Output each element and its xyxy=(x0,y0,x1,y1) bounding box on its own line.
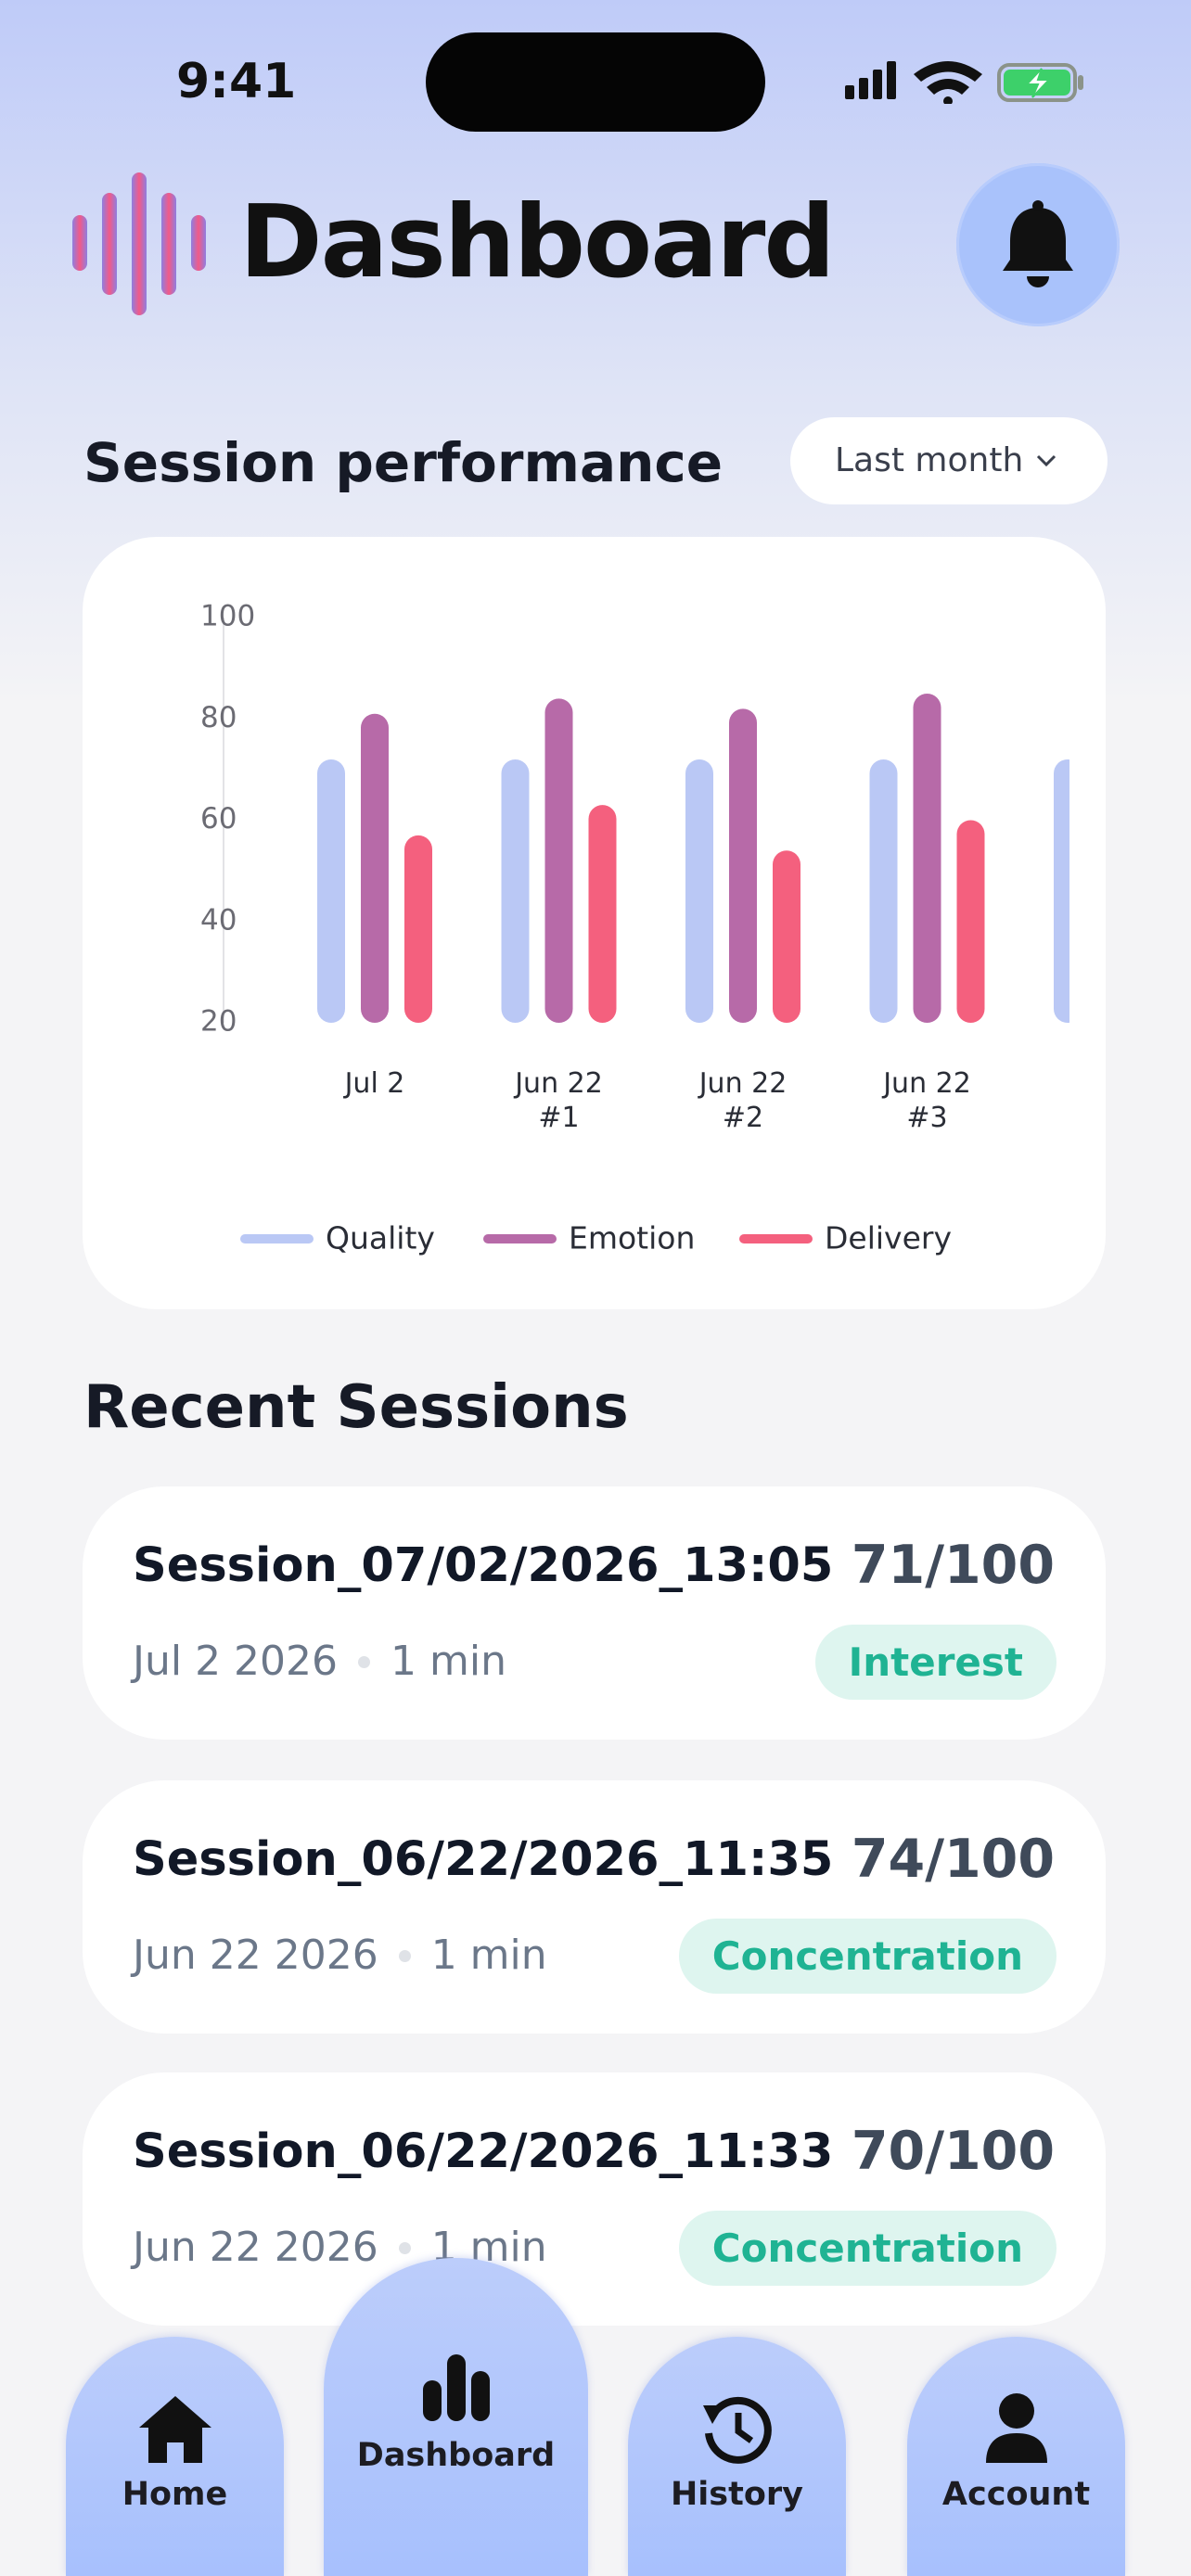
session-tag: Concentration xyxy=(678,2211,1057,2286)
x-tick-label: Jun 22 #3 xyxy=(881,1067,971,1134)
bar xyxy=(544,698,573,1023)
bar xyxy=(361,713,389,1023)
nav-history[interactable]: History xyxy=(628,2337,846,2576)
session-tag: Concentration xyxy=(678,1919,1057,1994)
nav-home[interactable]: Home xyxy=(66,2337,284,2576)
legend-label: Delivery xyxy=(825,1220,952,1256)
section-title: Recent Sessions xyxy=(83,1373,629,1442)
period-label: Last month xyxy=(835,441,1024,479)
nav-dashboard[interactable]: Dashboard xyxy=(324,2258,588,2576)
legend-label: Quality xyxy=(326,1220,435,1256)
session-score: 71/100 xyxy=(851,1535,1055,1596)
bar xyxy=(588,805,617,1023)
plot xyxy=(317,693,1069,1023)
bar xyxy=(956,820,985,1023)
session-name: Session_06/22/2026_11:33 xyxy=(133,2124,834,2179)
page-title: Dashboard xyxy=(239,185,836,300)
nav-account[interactable]: Account xyxy=(907,2337,1125,2576)
x-tick-label: Jun 22 #2 xyxy=(698,1067,788,1134)
legend-label: Emotion xyxy=(569,1220,695,1256)
status-icons xyxy=(845,61,1083,104)
section-title: Session performance xyxy=(83,431,724,494)
history-icon xyxy=(703,2396,772,2464)
nav-label: Account xyxy=(941,2476,1091,2513)
bar xyxy=(404,835,432,1023)
session-date: Jun 22 2026 xyxy=(133,2224,378,2271)
account-icon xyxy=(986,2393,1047,2463)
separator-dot xyxy=(398,2241,411,2254)
logo xyxy=(72,172,206,315)
notification-button[interactable] xyxy=(956,163,1120,326)
chevron xyxy=(1036,454,1057,467)
bar xyxy=(913,693,941,1023)
session-card[interactable]: Session_06/22/2026_11:35 74/100 Jun 22 202… xyxy=(83,1780,1106,2034)
y-tick-label: 80 xyxy=(200,701,237,734)
chart: 20 40 60 80 100 Jul 2 Jun 22 #1 Jun 22 #2 Jun 22 #3… xyxy=(200,600,1069,1256)
bar xyxy=(317,759,345,1023)
session-card[interactable]: Session_06/22/2026_11:33 70/100 Jun 22 202… xyxy=(83,2072,1106,2326)
session-name: Session_06/22/2026_11:35 xyxy=(133,1832,834,1887)
bar xyxy=(685,759,713,1023)
home-icon xyxy=(139,2396,211,2463)
bar xyxy=(729,708,757,1023)
session-score: 70/100 xyxy=(851,2121,1055,2182)
nav-label: Home xyxy=(122,2476,228,2513)
nav-label: History xyxy=(671,2476,803,2513)
y-tick-label: 40 xyxy=(200,903,237,937)
chart-card: 20 40 60 80 100 Jul 2 Jun 22 #1 Jun 22 #2 Jun 22 #3… xyxy=(83,537,1106,1309)
y-tick-label: 100 xyxy=(200,600,255,633)
bar xyxy=(501,759,530,1023)
nav-label: Dashboard xyxy=(356,2437,556,2474)
period-dropdown[interactable]: Last month xyxy=(790,417,1108,504)
status-time: 9:41 xyxy=(176,54,297,109)
session-tag: Interest xyxy=(814,1625,1057,1700)
bar xyxy=(773,850,800,1023)
session-card[interactable]: Session_07/02/2026_13:05 71/100 Jul 2 2026… xyxy=(83,1486,1106,1740)
y-tick-label: 20 xyxy=(200,1005,237,1039)
session-meta: Jun 22 2026 1 min xyxy=(133,1935,547,1976)
x-tick-label: Jun 22 #1 xyxy=(513,1067,603,1134)
dynamic-island xyxy=(426,32,765,132)
session-date: Jun 22 2026 xyxy=(133,1932,378,1979)
session-date: Jul 2 2026 xyxy=(133,1638,339,1685)
session-duration: 1 min xyxy=(430,1932,547,1979)
session-meta: Jul 2 2026 1 min xyxy=(133,1641,506,1682)
x-tick-label: Jul 2 xyxy=(343,1067,405,1100)
session-name: Session_07/02/2026_13:05 xyxy=(133,1538,834,1593)
separator-dot xyxy=(358,1655,371,1668)
bar xyxy=(1054,759,1069,1023)
separator-dot xyxy=(398,1949,411,1962)
session-duration: 1 min xyxy=(391,1638,506,1685)
bar xyxy=(869,759,898,1023)
y-tick-label: 60 xyxy=(200,802,237,835)
bell-icon xyxy=(1003,200,1073,287)
dashboard-icon xyxy=(423,2354,490,2421)
session-score: 74/100 xyxy=(851,1829,1055,1890)
